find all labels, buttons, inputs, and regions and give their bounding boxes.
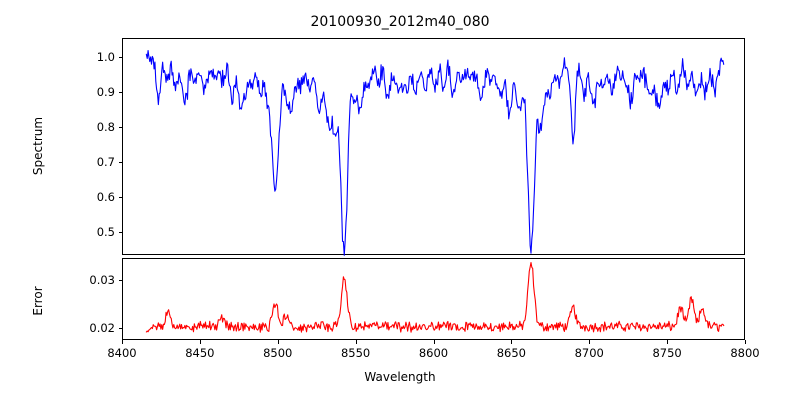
error-y-axis-label: Error <box>31 286 45 316</box>
error-data-line <box>145 261 725 333</box>
spectrum-y-tick-mark <box>118 162 122 164</box>
x-tick-label: 8500 <box>263 346 293 360</box>
x-tick-mark <box>277 340 279 344</box>
x-tick-mark <box>511 340 513 344</box>
spectrum-y-tick-mark <box>118 127 122 129</box>
spectrum-axes <box>122 38 745 256</box>
x-tick-mark <box>667 340 669 344</box>
x-tick-mark <box>122 340 124 344</box>
x-tick-label: 8650 <box>496 346 527 360</box>
spectrum-y-tick-mark <box>118 92 122 94</box>
spectrum-y-tick-label: 0.6 <box>96 190 115 205</box>
x-tick-label: 8550 <box>340 346 371 360</box>
error-axes <box>122 258 745 340</box>
x-tick-mark <box>199 340 201 344</box>
x-tick-mark <box>433 340 435 344</box>
spectrum-y-tick-mark <box>118 197 122 199</box>
spectrum-y-tick-label: 0.5 <box>96 225 115 240</box>
spectrum-y-tick-mark <box>118 57 122 59</box>
x-tick-label: 8700 <box>574 346 604 360</box>
spectrum-y-tick-label: 0.9 <box>96 85 115 100</box>
error-y-tick-mark <box>118 279 122 281</box>
x-tick-mark <box>745 340 747 344</box>
error-y-tick-mark <box>118 327 122 330</box>
spectrum-y-tick-label: 0.8 <box>96 120 115 135</box>
error-plot-area <box>145 261 725 333</box>
figure-title: 20100930_2012m40_080 <box>310 14 490 30</box>
spectrum-y-tick-mark <box>118 232 122 234</box>
x-tick-label: 8750 <box>652 346 682 360</box>
spectrum-y-axis-label: Spectrum <box>31 116 45 176</box>
spectrum-plot-area <box>145 50 725 256</box>
x-axis-label: Wavelength <box>364 370 436 384</box>
error-y-tick-label: 0.02 <box>89 320 115 335</box>
x-tick-label: 8600 <box>418 346 449 360</box>
x-tick-mark <box>589 340 591 344</box>
spectrum-y-tick-label: 0.7 <box>96 155 115 170</box>
spectrum-data-line <box>145 50 725 256</box>
error-y-tick-label: 0.03 <box>89 272 115 287</box>
spectrum-y-tick-label: 1.0 <box>96 50 115 65</box>
x-tick-label: 8450 <box>185 346 215 360</box>
x-tick-mark <box>355 340 357 344</box>
x-tick-label: 8800 <box>730 346 760 360</box>
x-tick-label: 8400 <box>107 346 137 360</box>
